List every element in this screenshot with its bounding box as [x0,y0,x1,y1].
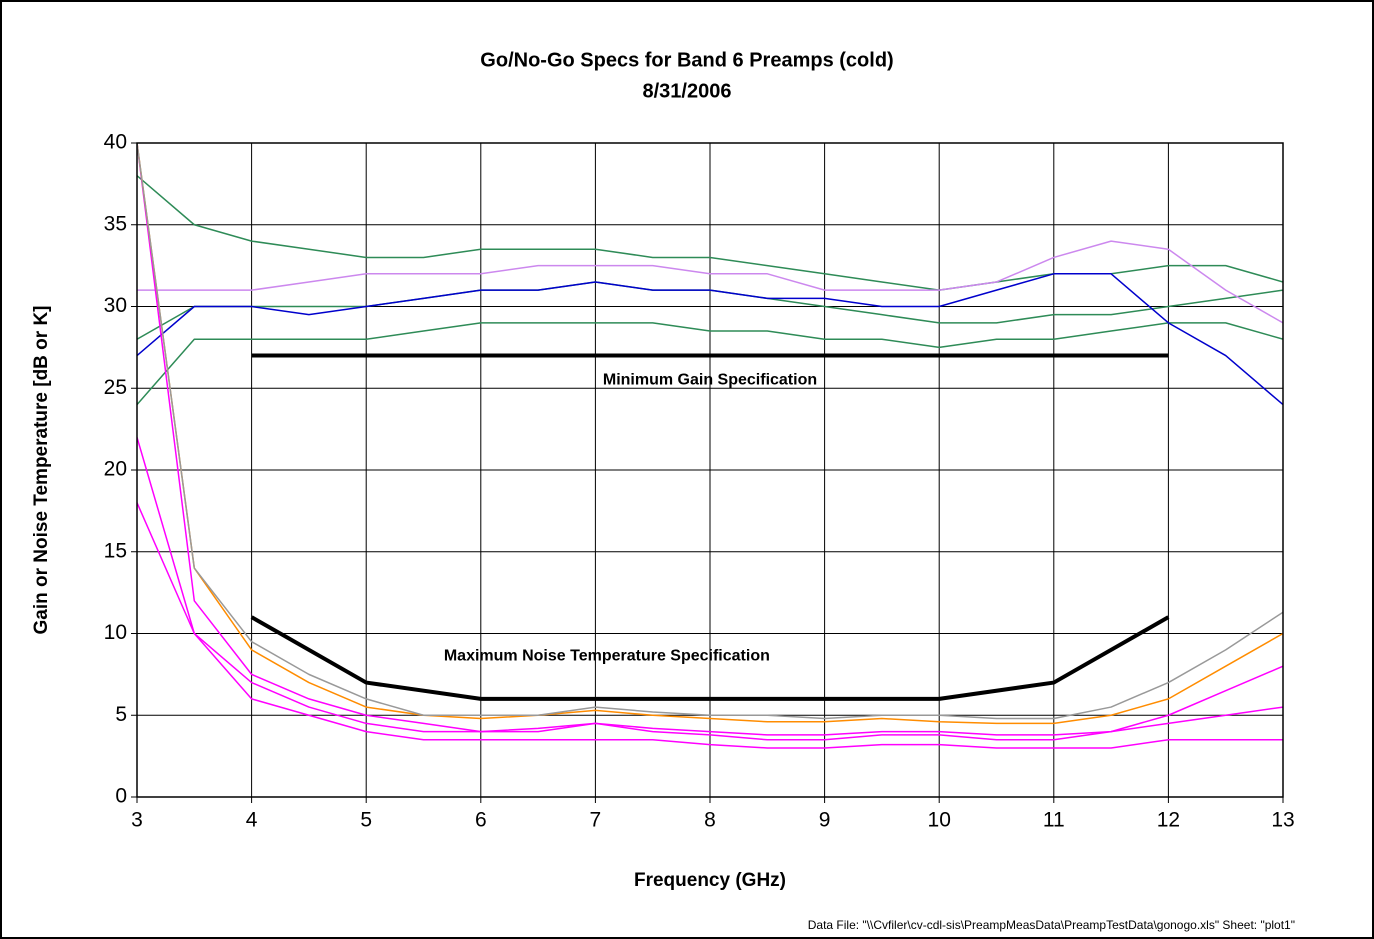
x-tick-label: 6 [475,809,487,832]
y-tick-label: 30 [104,294,127,317]
series-line [137,502,1283,749]
y-tick-label: 35 [104,212,127,235]
series-line [137,322,1283,406]
y-tick-label: 15 [104,539,127,562]
series-line [250,615,1170,701]
series-line [137,240,1283,324]
series-line [137,143,1283,725]
series-line [137,437,1283,741]
x-tick-label: 13 [1271,809,1294,832]
series-line [137,143,1283,736]
y-tick-label: 5 [115,703,127,726]
y-tick-label: 10 [104,621,127,644]
annotation: Minimum Gain Specification [603,371,817,388]
series-line [137,143,1283,720]
annotation: Maximum Noise Temperature Specification [444,648,770,665]
x-tick-label: 5 [360,809,372,832]
footnote: Data File: "\\Cvfiler\cv-cdl-sis\PreampM… [808,918,1295,932]
y-tick-label: 20 [104,458,127,481]
chart-title: Go/No-Go Specs for Band 6 Preamps (cold) [480,49,893,71]
x-tick-label: 7 [590,809,602,832]
y-tick-label: 0 [115,785,127,808]
x-axis-label: Frequency (GHz) [634,870,786,891]
x-tick-label: 12 [1157,809,1180,832]
x-tick-label: 11 [1043,809,1065,832]
chart-subtitle: 8/31/2006 [643,80,732,102]
x-tick-label: 9 [819,809,831,832]
x-tick-label: 10 [928,809,951,832]
series-group [137,143,1283,749]
plot-border [136,142,1284,798]
x-tick-label: 4 [246,809,258,832]
y-tick-label: 40 [104,131,127,154]
x-tick-label: 3 [131,809,143,832]
x-tick-label: 8 [704,809,716,832]
y-axis-label: Gain or Noise Temperature [dB or K] [31,305,52,634]
y-tick-label: 25 [104,376,127,399]
series-line [137,273,1283,406]
